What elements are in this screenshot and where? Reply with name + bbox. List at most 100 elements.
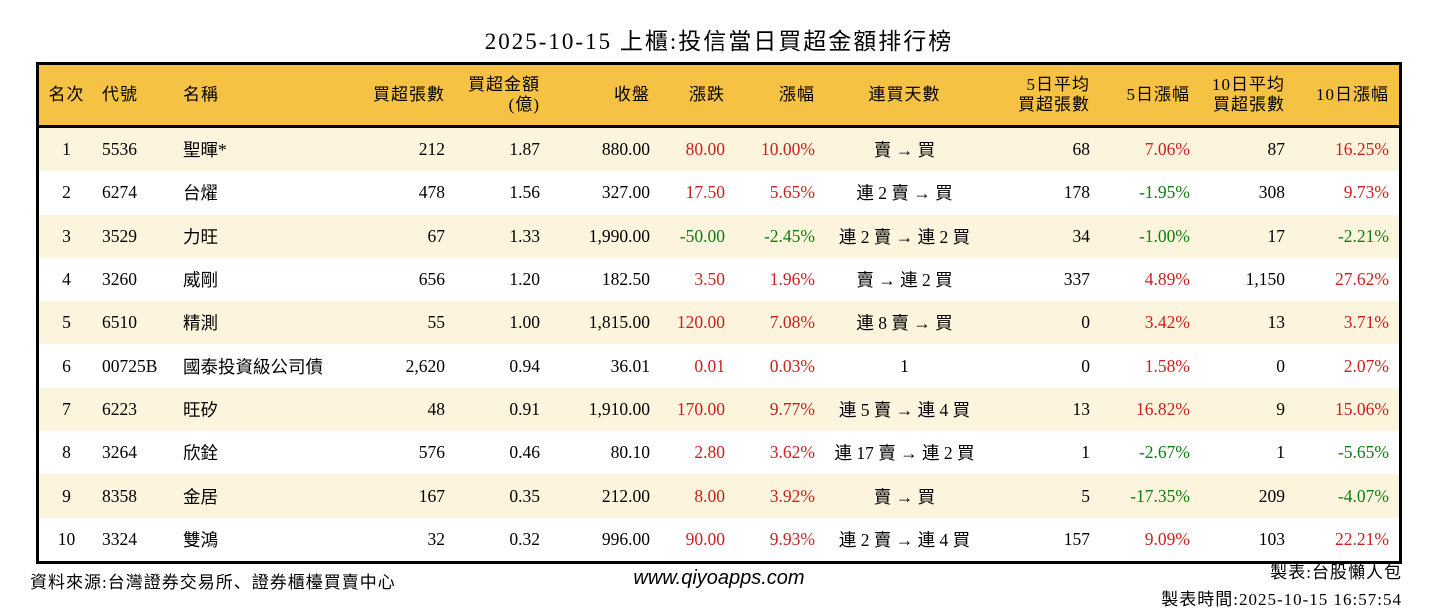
cell-change: 0.01 xyxy=(694,355,725,376)
cell-net_amount: 0.46 xyxy=(509,442,540,463)
cell-pct5: 7.06% xyxy=(1144,139,1190,160)
cell-change: 2.80 xyxy=(694,442,725,463)
cell-pct5: -1.95% xyxy=(1138,182,1190,203)
header-rank: 名次 xyxy=(48,85,85,105)
header-close: 收盤 xyxy=(614,85,650,105)
cell-streak: 1 xyxy=(900,355,909,376)
cell-change_pct: -2.45% xyxy=(763,225,815,246)
cell-close: 327.00 xyxy=(601,182,650,203)
cell-streak: 連 8 賣 → 買 xyxy=(856,313,953,334)
header-avg10_lots: 10日平均 買超張數 xyxy=(1212,75,1285,114)
cell-avg5_lots: 68 xyxy=(1072,139,1091,160)
cell-streak: 連 2 賣 → 連 2 買 xyxy=(838,226,971,247)
cell-avg5_lots: 34 xyxy=(1072,225,1091,246)
cell-net_lots: 576 xyxy=(418,442,445,463)
cell-avg5_lots: 1 xyxy=(1081,442,1090,463)
table-row: 10 3324 雙鴻 32 0.32 996.00 90.00 9.93% 連 2 賣 → 連 … xyxy=(39,517,1399,561)
cell-avg5_lots: 178 xyxy=(1063,182,1090,203)
cell-pct10: -5.65% xyxy=(1337,442,1389,463)
cell-close: 1,990.00 xyxy=(588,225,650,246)
cell-change: 90.00 xyxy=(685,528,725,549)
cell-streak: 賣 → 買 xyxy=(873,486,936,507)
cell-rank: 1 xyxy=(62,139,71,160)
cell-code: 6274 xyxy=(102,182,137,203)
cell-avg10_lots: 9 xyxy=(1276,398,1285,419)
cell-net_lots: 167 xyxy=(418,485,445,506)
cell-avg5_lots: 13 xyxy=(1072,398,1091,419)
cell-net_lots: 32 xyxy=(427,528,446,549)
cell-pct5: 9.09% xyxy=(1144,528,1190,549)
cell-streak: 連 2 賣 → 買 xyxy=(856,183,953,204)
cell-close: 1,815.00 xyxy=(588,312,650,333)
cell-net_amount: 0.94 xyxy=(509,355,540,376)
cell-rank: 8 xyxy=(62,442,71,463)
cell-net_amount: 0.91 xyxy=(509,398,540,419)
cell-change: -50.00 xyxy=(679,225,725,246)
cell-net_amount: 1.87 xyxy=(509,139,540,160)
cell-change_pct: 7.08% xyxy=(769,312,815,333)
cell-avg5_lots: 0 xyxy=(1081,355,1090,376)
cell-change_pct: 3.92% xyxy=(769,485,815,506)
table-header-row: 名次 代號 名稱 買超張數 買超金額 (億) 收盤 漲跌 漲幅 連買天數 5日平均 買超張數 5日漲幅 1… xyxy=(39,65,1399,128)
table-row: 6 00725B 國泰投資級公司債 2,620 0.94 36.01 0.01 0.03% 1 0… xyxy=(39,344,1399,388)
cell-avg10_lots: 87 xyxy=(1267,139,1286,160)
cell-net_amount: 1.33 xyxy=(509,225,540,246)
cell-change_pct: 0.03% xyxy=(769,355,815,376)
cell-pct10: 3.71% xyxy=(1343,312,1389,333)
cell-pct10: 22.21% xyxy=(1335,528,1389,549)
cell-net_amount: 0.32 xyxy=(509,528,540,549)
cell-pct5: -17.35% xyxy=(1130,485,1190,506)
cell-change_pct: 10.00% xyxy=(761,139,815,160)
cell-code: 00725B xyxy=(102,355,158,376)
table-row: 1 5536 聖暉* 212 1.87 880.00 80.00 10.00% 賣 → 買 68 7… xyxy=(39,128,1399,172)
table-body: 1 5536 聖暉* 212 1.87 880.00 80.00 10.00% 賣 → 買 68 7… xyxy=(39,128,1399,561)
table-row: 2 6274 台燿 478 1.56 327.00 17.50 5.65% 連 2 賣 → 買 1… xyxy=(39,171,1399,215)
cell-pct5: 16.82% xyxy=(1136,398,1190,419)
cell-code: 3324 xyxy=(102,528,137,549)
cell-avg5_lots: 157 xyxy=(1063,528,1090,549)
cell-rank: 4 xyxy=(62,269,71,290)
cell-change_pct: 3.62% xyxy=(769,442,815,463)
cell-code: 6223 xyxy=(102,398,137,419)
header-code: 代號 xyxy=(102,85,138,105)
cell-code: 3529 xyxy=(102,225,137,246)
cell-streak: 賣 → 買 xyxy=(873,140,936,161)
table-row: 4 3260 威剛 656 1.20 182.50 3.50 1.96% 賣 → 連 2 買 33… xyxy=(39,257,1399,302)
cell-avg10_lots: 1,150 xyxy=(1245,269,1285,290)
cell-rank: 6 xyxy=(62,355,71,376)
cell-streak: 賣 → 連 2 買 xyxy=(856,270,953,291)
cell-name: 聖暉* xyxy=(183,140,227,161)
table-row: 7 6223 旺矽 48 0.91 1,910.00 170.00 9.77% 連 5 賣 → … xyxy=(39,387,1399,432)
cell-streak: 連 5 賣 → 連 4 買 xyxy=(838,399,971,420)
cell-avg10_lots: 17 xyxy=(1267,225,1286,246)
cell-net_lots: 2,620 xyxy=(405,355,445,376)
cell-avg10_lots: 1 xyxy=(1276,442,1285,463)
cell-name: 雙鴻 xyxy=(183,529,218,550)
cell-name: 旺矽 xyxy=(183,399,218,420)
header-name: 名稱 xyxy=(183,85,219,105)
header-avg5_lots: 5日平均 買超張數 xyxy=(1018,75,1090,114)
cell-change_pct: 9.77% xyxy=(769,398,815,419)
cell-pct5: -1.00% xyxy=(1138,225,1190,246)
cell-code: 5536 xyxy=(102,139,137,160)
cell-rank: 7 xyxy=(62,398,71,419)
cell-net_amount: 1.00 xyxy=(509,312,540,333)
table-row: 3 3529 力旺 67 1.33 1,990.00 -50.00 -2.45% 連 2 賣 →… xyxy=(39,214,1399,258)
ranking-table: 名次 代號 名稱 買超張數 買超金額 (億) 收盤 漲跌 漲幅 連買天數 5日平均 買超張數 5日漲幅 1… xyxy=(36,62,1402,564)
cell-avg10_lots: 308 xyxy=(1258,182,1285,203)
cell-streak: 連 17 賣 → 連 2 買 xyxy=(834,443,975,464)
cell-net_lots: 55 xyxy=(427,312,446,333)
cell-change_pct: 1.96% xyxy=(769,269,815,290)
cell-net_amount: 1.56 xyxy=(509,182,540,203)
cell-change: 80.00 xyxy=(685,139,725,160)
footer-source: 資料來源:台灣證券交易所、證券櫃檯買賣中心 xyxy=(30,573,396,592)
cell-rank: 10 xyxy=(57,528,76,549)
cell-close: 996.00 xyxy=(601,528,650,549)
header-net_amount: 買超金額 (億) xyxy=(468,75,540,114)
header-change: 漲跌 xyxy=(689,85,725,105)
cell-rank: 3 xyxy=(62,225,71,246)
header-streak: 連買天數 xyxy=(868,85,941,105)
cell-close: 880.00 xyxy=(601,139,650,160)
cell-pct5: 4.89% xyxy=(1144,269,1190,290)
cell-streak: 連 2 賣 → 連 4 買 xyxy=(838,529,971,550)
